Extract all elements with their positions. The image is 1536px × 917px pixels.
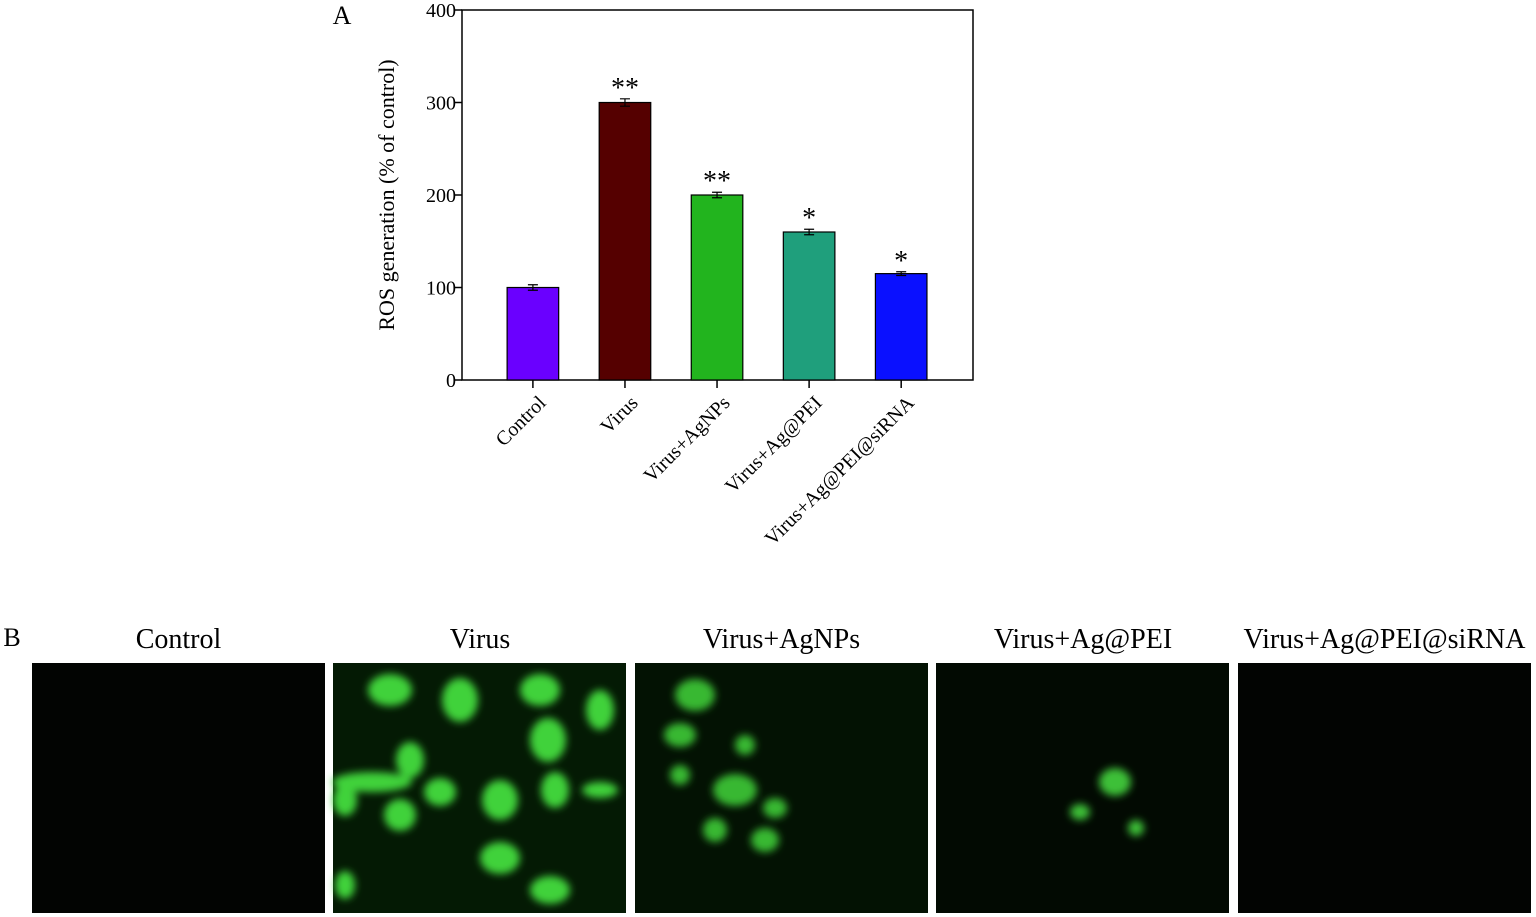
x-tick-label: Control: [492, 392, 551, 451]
error-bar: [619, 98, 630, 107]
x-tick-label: Virus+Ag@PEI: [721, 392, 827, 498]
image-title: Virus+AgNPs: [703, 624, 860, 655]
cells: [1070, 768, 1144, 836]
y-tick-label: 100: [426, 278, 456, 300]
image-title: Virus: [450, 624, 511, 655]
y-tick-label: 200: [426, 185, 456, 207]
image-sirna: [1238, 663, 1531, 913]
y-tick-label: 300: [426, 93, 456, 115]
x-tick-label: Virus+AgNPs: [640, 392, 735, 487]
cells: [664, 679, 787, 852]
error-bar: [804, 228, 815, 236]
y-tick-label: 0: [446, 370, 456, 392]
error-bar: [896, 271, 907, 277]
image-title: Virus+Ag@PEI@siRNA: [1244, 624, 1527, 655]
cells: [332, 674, 618, 904]
y-tick-label: 400: [426, 0, 456, 22]
bar: [506, 286, 560, 381]
significance-label: **: [703, 166, 731, 197]
panel-label: B: [3, 623, 20, 652]
image-title: Control: [136, 624, 222, 655]
bar: [690, 194, 744, 381]
image-control: [32, 663, 325, 913]
image-ag-pei: [936, 663, 1229, 913]
micrographs: [32, 663, 1531, 913]
bar: [874, 273, 928, 381]
x-tick-label: Virus+Ag@PEI@siRNA: [761, 392, 919, 550]
significance-label: *: [802, 203, 816, 234]
error-bar: [527, 284, 538, 291]
bar: [782, 231, 836, 381]
panel-label: A: [333, 1, 352, 30]
y-axis-label: ROS generation (% of control): [374, 59, 399, 330]
image-title: Virus+Ag@PEI: [994, 624, 1172, 655]
significance-label: **: [611, 73, 639, 104]
error-bar: [712, 191, 723, 199]
x-tick-label: Virus: [596, 392, 642, 438]
bar: [598, 101, 652, 381]
significance-label: *: [894, 246, 908, 277]
